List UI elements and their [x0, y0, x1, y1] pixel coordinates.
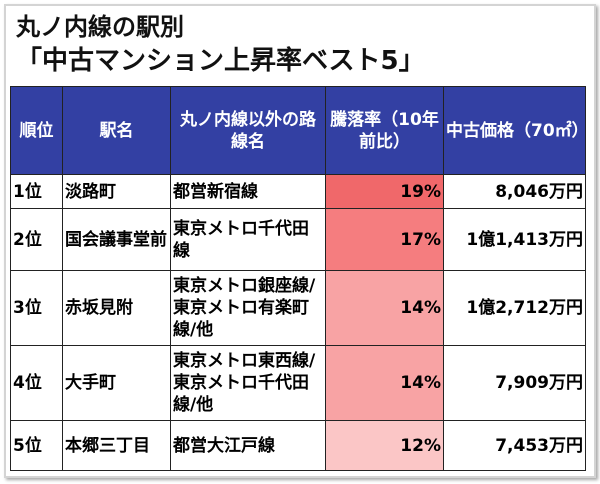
rank-cell: 5位 [10, 420, 63, 471]
lines-cell: 都営新宿線 [170, 174, 326, 209]
station-cell: 本郷三丁目 [62, 420, 171, 471]
station-cell: 大手町 [62, 345, 171, 421]
lines-cell: 東京メトロ銀座線/東京メトロ有楽町線/他 [170, 270, 326, 346]
header-other-lines: 丸ノ内線以外の路線名 [170, 86, 326, 175]
title-line-2: 「中古マンション上昇率ベスト5」 [16, 46, 425, 76]
price-cell: 8,046万円 [443, 174, 586, 209]
price-cell: 1億1,413万円 [443, 208, 586, 271]
price-cell: 7,909万円 [443, 345, 586, 421]
title-line-1: 丸ノ内線の駅別 [16, 13, 184, 41]
price-cell: 1億2,712万円 [443, 270, 586, 346]
price-cell: 7,453万円 [443, 420, 586, 471]
table-row: 5位 本郷三丁目 都営大江戸線 12% 7,453万円 [10, 420, 586, 471]
station-cell: 淡路町 [62, 174, 171, 209]
table-row: 3位 赤坂見附 東京メトロ銀座線/東京メトロ有楽町線/他 14% 1億2,712… [10, 270, 586, 346]
lines-cell: 都営大江戸線 [170, 420, 326, 471]
table-header-row: 順位 駅名 丸ノ内線以外の路線名 騰落率（10年前比） 中古価格（70㎡） [10, 86, 589, 175]
table-row: 1位 淡路町 都営新宿線 19% 8,046万円 [10, 174, 586, 209]
rate-cell: 12% [325, 420, 444, 471]
table-row: 2位 国会議事堂前 東京メトロ千代田線 17% 1億1,413万円 [10, 208, 586, 271]
rate-cell: 19% [325, 174, 444, 209]
header-price: 中古価格（70㎡） [443, 86, 589, 175]
header-rate: 騰落率（10年前比） [325, 86, 444, 175]
table-row: 4位 大手町 東京メトロ東西線/東京メトロ千代田線/他 14% 7,909万円 [10, 345, 586, 421]
station-cell: 国会議事堂前 [62, 208, 171, 271]
rank-cell: 2位 [10, 208, 63, 271]
lines-cell: 東京メトロ東西線/東京メトロ千代田線/他 [170, 345, 326, 421]
header-station: 駅名 [62, 86, 171, 175]
rate-cell: 14% [325, 270, 444, 346]
rate-cell: 17% [325, 208, 444, 271]
station-cell: 赤坂見附 [62, 270, 171, 346]
rank-cell: 1位 [10, 174, 63, 209]
lines-cell: 東京メトロ千代田線 [170, 208, 326, 271]
rate-cell: 14% [325, 345, 444, 421]
ranking-table: 順位 駅名 丸ノ内線以外の路線名 騰落率（10年前比） 中古価格（70㎡） 1位… [10, 86, 589, 471]
header-rank: 順位 [10, 86, 63, 175]
rank-cell: 4位 [10, 345, 63, 421]
title-block: 丸ノ内線の駅別 「中古マンション上昇率ベスト5」 [16, 12, 425, 78]
rank-cell: 3位 [10, 270, 63, 346]
